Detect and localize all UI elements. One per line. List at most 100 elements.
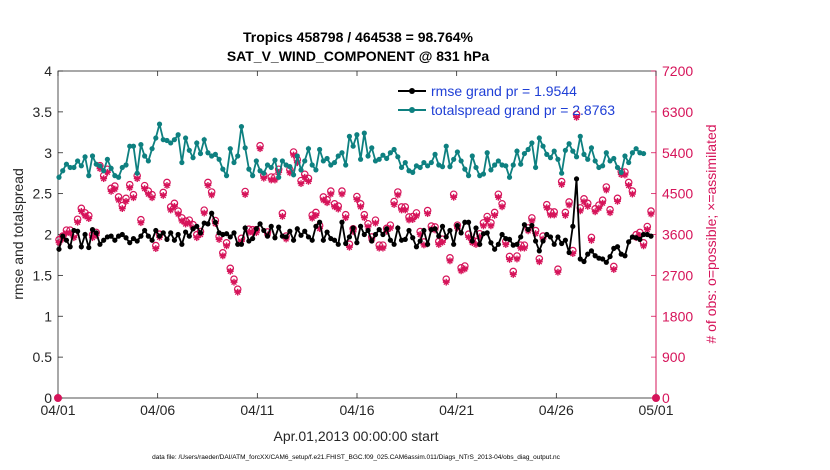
y-tick-label-left: 4 — [44, 63, 52, 79]
x-tick-label: 04/06 — [140, 402, 175, 418]
rmse-point — [648, 233, 654, 239]
totalspread-point — [395, 154, 401, 160]
rmse-point — [506, 236, 513, 243]
rmse-point — [89, 226, 96, 233]
totalspread-point — [253, 158, 259, 164]
obs-assimilated-stroke — [588, 237, 595, 244]
obs-assimilated-stroke — [514, 256, 520, 262]
rmse-point — [562, 237, 568, 243]
x-tick-label: 04/16 — [339, 402, 374, 418]
obs-assimilated-stroke — [342, 214, 349, 221]
plot-area: 0 0.5 1 1.5 2 2.5 3 3.5 4 0 900 1800 2700 3600 4500 540… — [33, 63, 694, 418]
rmse-point — [317, 219, 323, 225]
y-tick-label-left: 0.5 — [33, 349, 53, 365]
rmse-point — [529, 222, 535, 229]
rmse-point — [559, 240, 565, 247]
obs-assimilated-stroke — [219, 252, 226, 259]
rmse-point — [60, 233, 66, 239]
obs-assimilated-marker — [234, 288, 242, 296]
y-axis-label-right: # of obs: o=possible; ×=assimilated — [703, 124, 719, 343]
rmse-point — [227, 234, 233, 240]
totalspread-point — [156, 121, 163, 127]
obs-assimilated-stroke — [480, 222, 487, 229]
rmse-point — [112, 237, 118, 243]
totalspread-point — [205, 150, 211, 156]
totalspread-point — [529, 140, 535, 146]
obs-assimilated-stroke — [625, 182, 632, 189]
obs-assimilated-stroke — [234, 289, 241, 296]
rmse-point — [365, 227, 371, 234]
obs-assimilated-stroke — [298, 180, 304, 187]
obs-assimilated-stroke — [331, 203, 338, 210]
rmse-point — [436, 233, 442, 239]
x-tick-label: 05/01 — [638, 402, 673, 418]
rmse-point — [626, 239, 632, 245]
obs-assimilated-marker — [346, 243, 353, 251]
obs-assimilated-marker — [401, 206, 409, 214]
rmse-point — [287, 228, 293, 234]
rmse-point — [372, 231, 379, 238]
totalspread-point — [212, 151, 218, 157]
totalspread-point — [462, 166, 468, 172]
totalspread-point — [428, 159, 434, 166]
rmse-point — [320, 237, 326, 243]
legend-rmse-marker — [409, 88, 415, 94]
totalspread-point — [60, 168, 66, 174]
totalspread-point — [506, 174, 513, 180]
rmse-point — [413, 244, 420, 250]
obs-assimilated-stroke — [301, 174, 308, 181]
rmse-point — [246, 238, 252, 244]
rmse-point — [264, 233, 271, 239]
totalspread-point — [115, 174, 122, 180]
obs-assimilated-stroke — [644, 226, 651, 233]
obs-assimilated-stroke — [439, 239, 446, 246]
totalspread-point — [89, 153, 96, 159]
obs-assimilated-stroke — [361, 214, 368, 221]
obs-assimilated-stroke — [610, 266, 617, 273]
rmse-point — [231, 230, 237, 236]
obs-assimilated-marker — [394, 191, 402, 199]
legend-totalspread-label: totalspread grand pr = 2.8763 — [431, 102, 615, 118]
rmse-point — [357, 223, 364, 229]
obs-assimilated-marker — [334, 205, 342, 213]
obs-assimilated-stroke — [450, 194, 457, 201]
y-tick-label-right: 0 — [662, 390, 670, 406]
y-tick-label-right: 4500 — [662, 186, 693, 202]
totalspread-point — [458, 158, 464, 164]
y-tick-label-left: 2 — [44, 227, 52, 243]
obs-assimilated-marker — [614, 197, 621, 205]
totalspread-point — [101, 168, 107, 174]
obs-assimilated-stroke — [130, 194, 137, 201]
obs-assimilated-marker — [390, 201, 398, 208]
totalspread-point — [551, 148, 557, 154]
rmse-point — [406, 227, 412, 234]
obs-assimilated-stroke — [447, 257, 453, 264]
rmse-point — [175, 231, 181, 238]
totalspread-point — [86, 173, 92, 179]
rmse-point — [339, 219, 345, 225]
obs-assimilated-marker — [643, 226, 651, 233]
obs-assimilated-marker — [625, 182, 633, 189]
legend: rmse grand pr = 1.9544 totalspread grand … — [398, 83, 615, 118]
rmse-point — [235, 241, 241, 247]
obs-assimilated-stroke — [201, 210, 208, 217]
totalspread-point — [168, 140, 174, 146]
totalspread-point — [71, 164, 77, 171]
y-tick-label-right: 2700 — [662, 267, 693, 283]
totalspread-point — [123, 162, 129, 168]
rmse-point — [439, 223, 446, 229]
obs-assimilated-stroke — [521, 245, 528, 251]
obs-assimilated-stroke — [599, 200, 606, 207]
rmse-point — [190, 226, 196, 232]
rmse-point — [451, 241, 457, 247]
totalspread-point — [391, 146, 397, 153]
totalspread-point — [514, 148, 520, 154]
rmse-point — [290, 237, 297, 243]
rmse-point — [298, 232, 304, 238]
obs-assimilated-marker — [521, 244, 528, 252]
totalspread-point — [626, 159, 632, 166]
rmse-point — [495, 241, 501, 247]
obs-assimilated-stroke — [380, 245, 386, 251]
obs-assimilated-stroke — [391, 201, 397, 208]
